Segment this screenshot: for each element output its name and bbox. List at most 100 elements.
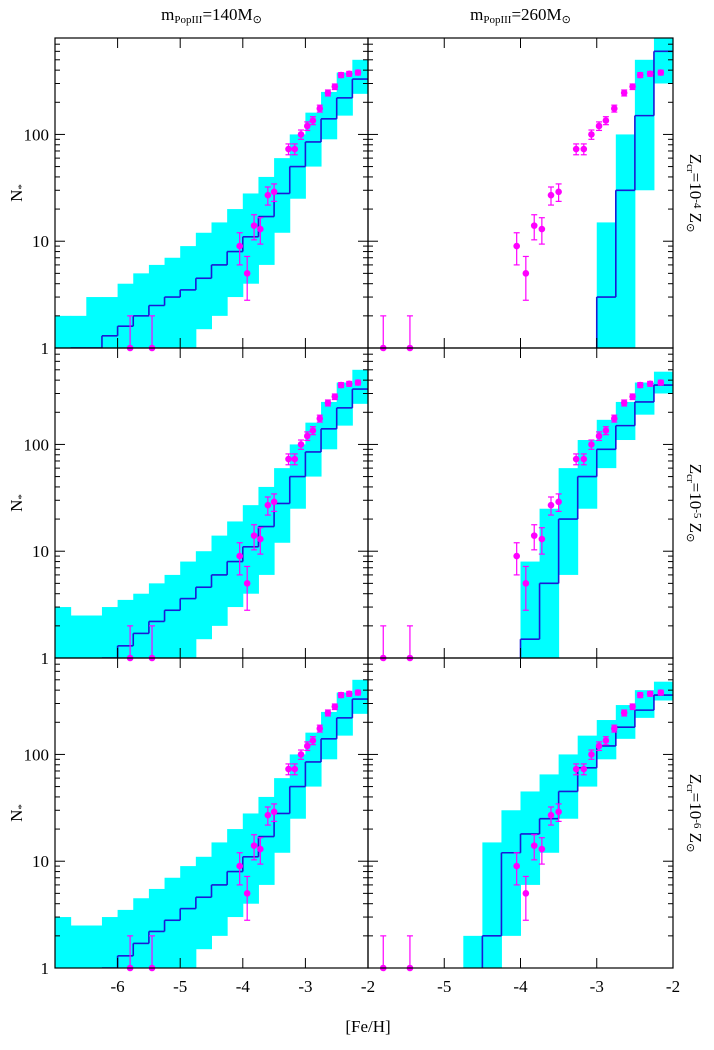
point xyxy=(610,725,618,732)
band xyxy=(463,935,483,968)
point xyxy=(331,83,339,90)
band xyxy=(164,877,181,968)
y-tick-label: 1 xyxy=(41,339,50,358)
point xyxy=(345,70,353,78)
point xyxy=(620,709,628,717)
band xyxy=(148,888,166,968)
point xyxy=(250,222,258,229)
point xyxy=(264,811,272,819)
point xyxy=(580,455,588,463)
band xyxy=(634,59,655,191)
band xyxy=(101,297,119,348)
row-label-part: =10 xyxy=(686,793,705,820)
point xyxy=(243,580,251,587)
row-label-part: Z xyxy=(686,774,705,784)
point xyxy=(324,709,332,717)
point xyxy=(309,737,317,744)
point xyxy=(547,501,555,509)
y-axis-label-part: * xyxy=(16,184,28,190)
row-label-part: Z xyxy=(686,208,705,223)
point xyxy=(636,71,644,79)
band xyxy=(86,615,103,658)
panel xyxy=(519,371,673,658)
point xyxy=(580,145,588,153)
band xyxy=(274,158,291,233)
band xyxy=(352,679,368,714)
band xyxy=(133,593,150,658)
band xyxy=(258,486,275,575)
point xyxy=(620,89,628,97)
row-label-part: -6 xyxy=(691,819,703,829)
row-label-part: Z xyxy=(686,518,705,533)
point xyxy=(345,690,353,698)
band xyxy=(615,134,636,348)
band xyxy=(634,382,655,415)
point xyxy=(270,188,278,196)
y-tick-label: 100 xyxy=(24,125,50,144)
band xyxy=(336,692,353,736)
panel xyxy=(463,681,673,968)
row-label-part: -5 xyxy=(691,509,703,519)
band xyxy=(577,735,598,787)
point xyxy=(316,725,324,732)
band xyxy=(211,222,228,316)
point xyxy=(610,415,618,422)
point xyxy=(303,432,311,440)
point xyxy=(264,501,272,509)
band xyxy=(258,796,275,885)
point xyxy=(657,689,665,696)
band xyxy=(195,551,212,640)
band xyxy=(242,193,259,284)
point xyxy=(636,691,644,699)
point xyxy=(257,845,264,853)
band xyxy=(336,72,353,116)
band xyxy=(274,778,291,853)
band xyxy=(70,925,87,968)
band xyxy=(86,297,103,348)
band xyxy=(148,264,166,348)
band xyxy=(55,917,72,968)
point xyxy=(602,737,610,744)
band xyxy=(117,599,134,658)
point xyxy=(337,691,345,699)
point xyxy=(555,188,562,196)
point xyxy=(602,117,610,124)
point xyxy=(331,703,339,710)
panel xyxy=(55,679,368,968)
point xyxy=(257,225,264,233)
band xyxy=(164,574,181,658)
point xyxy=(538,535,546,543)
band xyxy=(577,440,598,509)
point xyxy=(547,811,555,819)
row-label-part: =10 xyxy=(686,483,705,510)
band xyxy=(274,468,291,543)
row-label-part: ⊙ xyxy=(684,843,696,852)
band xyxy=(321,711,338,760)
point xyxy=(337,71,345,79)
y-tick-label: 10 xyxy=(32,852,49,871)
band xyxy=(164,257,181,348)
x-tick-label: -2 xyxy=(361,977,375,996)
band xyxy=(321,401,338,450)
band xyxy=(70,315,87,348)
band xyxy=(101,607,119,658)
y-axis-label-part: N xyxy=(7,190,26,202)
band xyxy=(615,705,636,739)
point xyxy=(646,690,654,698)
point xyxy=(530,222,538,229)
row-label-part: Z xyxy=(686,828,705,843)
point xyxy=(572,145,580,153)
x-axis-label: [Fe/H] xyxy=(345,1017,390,1036)
y-axis-label-part: * xyxy=(16,494,28,500)
row-label-part: ⊙ xyxy=(684,533,696,542)
point xyxy=(243,270,251,277)
band xyxy=(195,856,212,950)
point xyxy=(354,69,362,76)
y-tick-label: 1 xyxy=(41,959,50,978)
band xyxy=(101,917,119,968)
point xyxy=(646,380,654,388)
x-tick-label: -2 xyxy=(666,977,680,996)
point xyxy=(345,380,353,388)
point xyxy=(297,751,305,758)
